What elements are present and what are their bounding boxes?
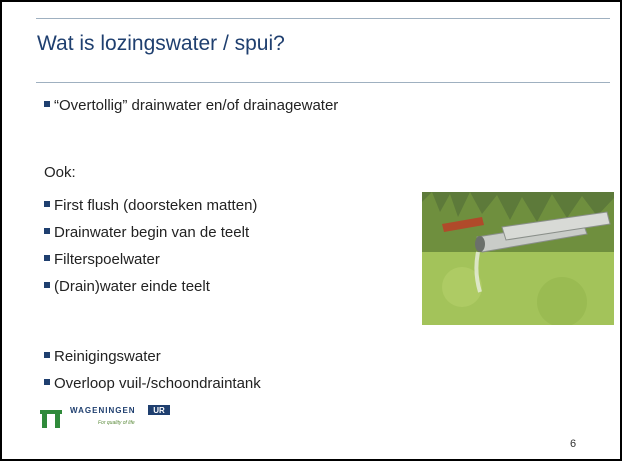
logo-suffix: UR (153, 406, 165, 415)
page: Wat is lozingswater / spui? “Overtollig”… (0, 0, 622, 461)
logo: WAGENINGEN UR For quality of life (38, 402, 238, 438)
slide-title: Wat is lozingswater / spui? (37, 32, 285, 56)
bullet: Drainwater begin van de teelt (54, 224, 249, 241)
page-number: 6 (570, 438, 576, 450)
bullet: Filterspoelwater (54, 251, 160, 268)
bullet: (Drain)water einde teelt (54, 278, 210, 295)
subheading: Ook: (44, 164, 76, 181)
bullet: Overloop vuil-/schoondraintank (54, 375, 261, 392)
slide: Wat is lozingswater / spui? “Overtollig”… (0, 0, 622, 461)
title-rule (36, 82, 610, 83)
bullet: Reinigingswater (54, 348, 161, 365)
bullet: First flush (doorsteken matten) (54, 197, 257, 214)
logo-name: WAGENINGEN (70, 406, 136, 415)
bullet: “Overtollig” drainwater en/of drainagewa… (54, 97, 338, 114)
photo (422, 192, 614, 325)
top-rule (36, 18, 610, 19)
logo-tagline: For quality of life (98, 420, 135, 426)
